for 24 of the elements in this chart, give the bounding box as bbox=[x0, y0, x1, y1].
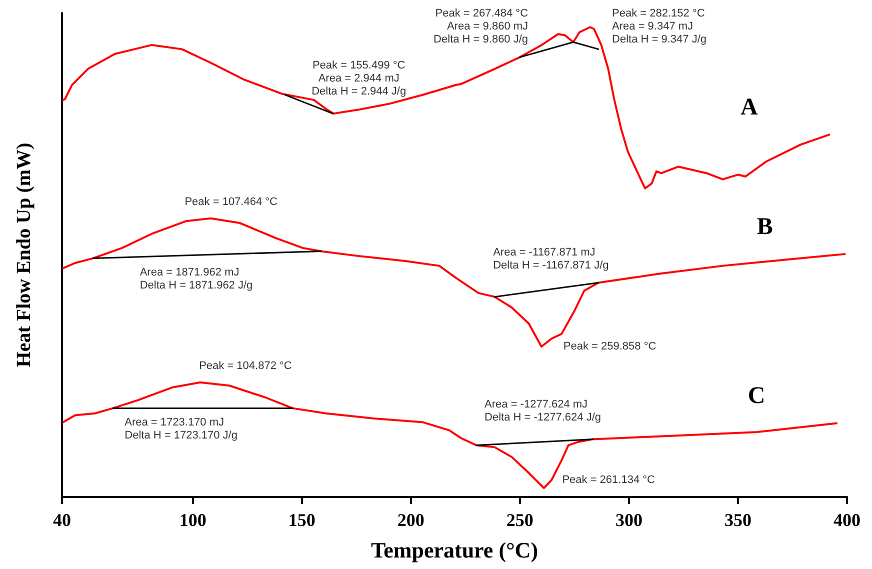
x-tick-label: 100 bbox=[179, 510, 206, 530]
x-tick-label: 200 bbox=[397, 510, 424, 530]
x-tick-label: 400 bbox=[834, 510, 860, 530]
annotation: Peak = 155.499 °C Area = 2.944 mJ Delta H = 2.944 J/g bbox=[312, 59, 406, 98]
x-tick-label: 300 bbox=[615, 510, 642, 530]
annotation: Area = 1871.962 mJ Delta H = 1871.962 J/g bbox=[140, 266, 253, 292]
x-tick-label: 40 bbox=[53, 510, 71, 530]
annotation: Area = -1167.871 mJ Delta H = -1167.871 J/g bbox=[493, 246, 609, 272]
annotation: Area = -1277.624 mJ Delta H = -1277.624 J/g bbox=[484, 398, 602, 424]
annotation: Area = 1723.170 mJ Delta H = 1723.170 J/g bbox=[124, 416, 238, 442]
annotation: Peak = 261.134 °C bbox=[562, 474, 656, 486]
series-label: A bbox=[740, 94, 758, 121]
annotation: Peak = 104.872 °C bbox=[199, 360, 292, 372]
y-axis-title: Heat Flow Endo Up (mW) bbox=[13, 142, 35, 368]
series-label: C bbox=[748, 383, 766, 410]
x-tick-label: 350 bbox=[724, 510, 752, 530]
annotation: Peak = 267.484 °C Area = 9.860 mJ Delta H = 9.860 J/g bbox=[434, 8, 528, 46]
annotation: Peak = 259.858 °C bbox=[563, 340, 656, 353]
series-label: B bbox=[756, 214, 773, 240]
annotation: Peak = 107.464 °C bbox=[184, 196, 278, 208]
x-tick-label: 250 bbox=[506, 510, 534, 530]
x-tick-label: 150 bbox=[288, 510, 316, 530]
x-axis-title: Temperature (°C) bbox=[370, 538, 538, 562]
annotation: Peak = 282.152 °C Area = 9.347 mJ Delta H = 9.347 J/g bbox=[612, 8, 707, 46]
